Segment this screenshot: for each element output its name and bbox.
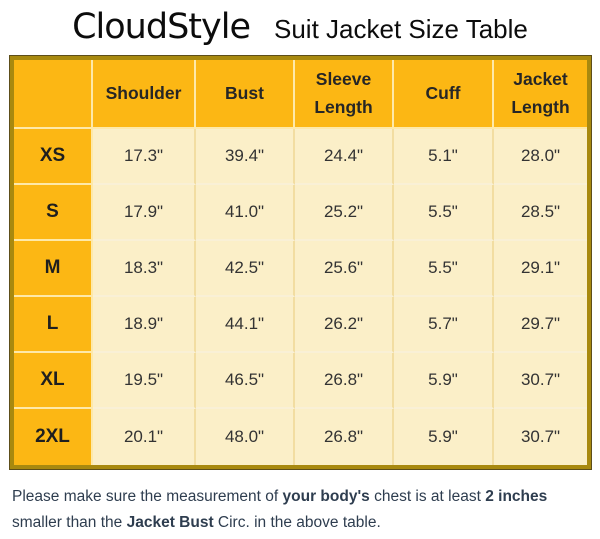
column-header: Shoulder [93,60,196,129]
measurement-cell: 25.2" [295,185,394,241]
measurement-cell: 5.9" [394,409,494,465]
measurement-cell: 5.5" [394,241,494,297]
measurement-cell: 25.6" [295,241,394,297]
measurement-cell: 42.5" [196,241,295,297]
measurement-cell: 5.7" [394,297,494,353]
column-header: Cuff [394,60,494,129]
footer-line: smaller than the Jacket Bust Circ. in th… [12,514,381,532]
measurement-cell: 17.9" [93,185,196,241]
measurement-cell: 44.1" [196,297,295,353]
footer-line: Please make sure the measurement of your… [12,488,548,505]
measurement-cell: 29.7" [494,297,587,353]
measurement-cell: 29.1" [494,241,587,297]
size-label: S [14,185,93,241]
size-label: XS [14,129,93,185]
measurement-cell: 18.3" [93,241,196,297]
measurement-cell: 5.5" [394,185,494,241]
brand-logo: CloudStyle [72,7,251,47]
measurement-cell: 26.8" [295,353,394,409]
page-title: Suit Jacket Size Table [274,14,528,44]
size-label: XL [14,353,93,409]
measurement-cell: 26.8" [295,409,394,465]
size-label: L [14,297,93,353]
footer-note: Please make sure the measurement of your… [12,484,586,536]
measurement-cell: 19.5" [93,353,196,409]
column-header: Bust [196,60,295,129]
column-header: Jacket Length [494,60,587,129]
measurement-cell: 26.2" [295,297,394,353]
measurement-cell: 24.4" [295,129,394,185]
measurement-cell: 28.0" [494,129,587,185]
measurement-cell: 30.7" [520,427,561,446]
column-header: Sleeve Length [295,60,394,129]
corner-cell [14,60,93,129]
measurement-cell: 17.3" [93,129,196,185]
measurement-cell: 5.9" [394,353,494,409]
measurement-cell: 41.0" [196,185,295,241]
size-table: Shoulder Bust Sleeve Length Cuff Jacket Leng… [10,56,591,469]
title-bar: CloudStyle Suit Jacket Size Table [0,0,600,56]
measurement-cell: 20.1" [93,409,196,465]
measurement-cell: 28.5" [494,185,587,241]
measurement-cell: 18.9" [93,297,196,353]
measurement-cell: 48.0" [196,409,295,465]
measurement-cell: 5.1" [394,129,494,185]
measurement-cell: 39.4" [196,129,295,185]
size-label: 2XL [14,409,93,465]
measurement-cell: 46.5" [196,353,295,409]
size-label: M [14,241,93,297]
measurement-cell: 30.7" [494,353,587,409]
